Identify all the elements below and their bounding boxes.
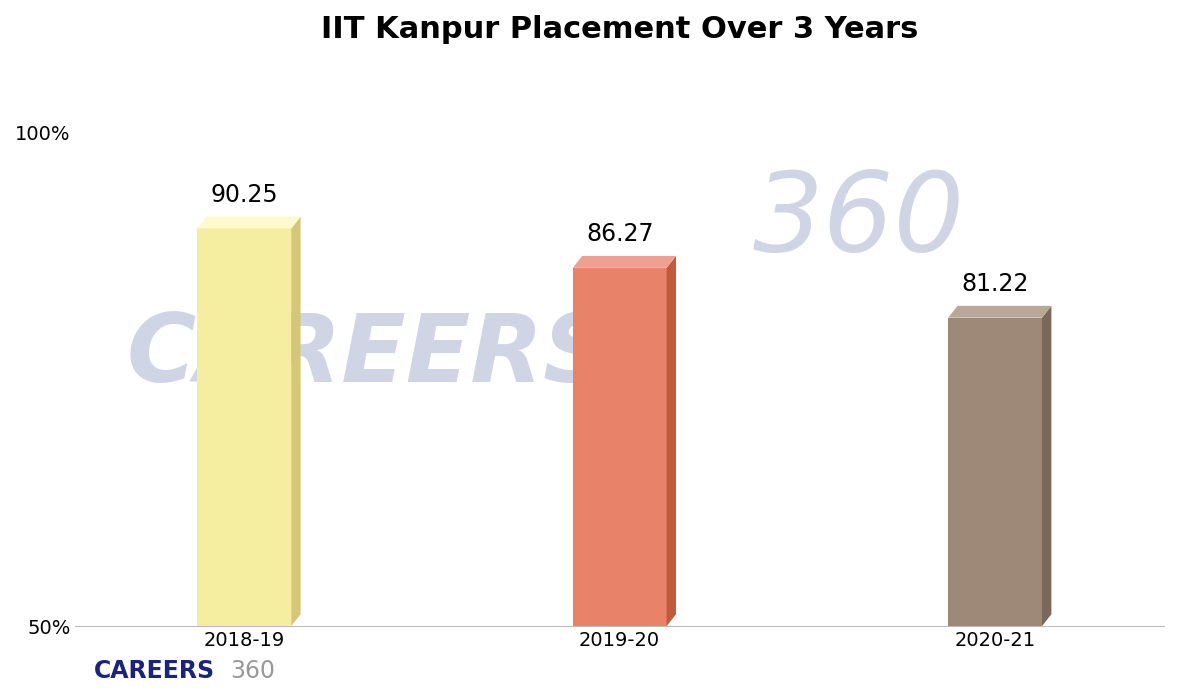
Polygon shape <box>291 216 301 626</box>
Text: 90.25: 90.25 <box>211 183 278 206</box>
Text: 86.27: 86.27 <box>586 222 653 246</box>
Text: 81.22: 81.22 <box>961 272 1029 296</box>
Text: CAREERS: CAREERS <box>127 310 612 402</box>
Polygon shape <box>1042 306 1052 626</box>
Polygon shape <box>573 256 676 268</box>
Title: IIT Kanpur Placement Over 3 Years: IIT Kanpur Placement Over 3 Years <box>321 15 918 44</box>
Text: 360: 360 <box>753 167 966 274</box>
Polygon shape <box>666 256 676 626</box>
Bar <box>197 228 291 626</box>
Text: CAREERS: CAREERS <box>94 659 216 682</box>
Text: 360: 360 <box>230 659 275 682</box>
Bar <box>573 268 666 626</box>
Polygon shape <box>948 306 1052 318</box>
Bar <box>948 318 1042 626</box>
Polygon shape <box>197 216 301 228</box>
